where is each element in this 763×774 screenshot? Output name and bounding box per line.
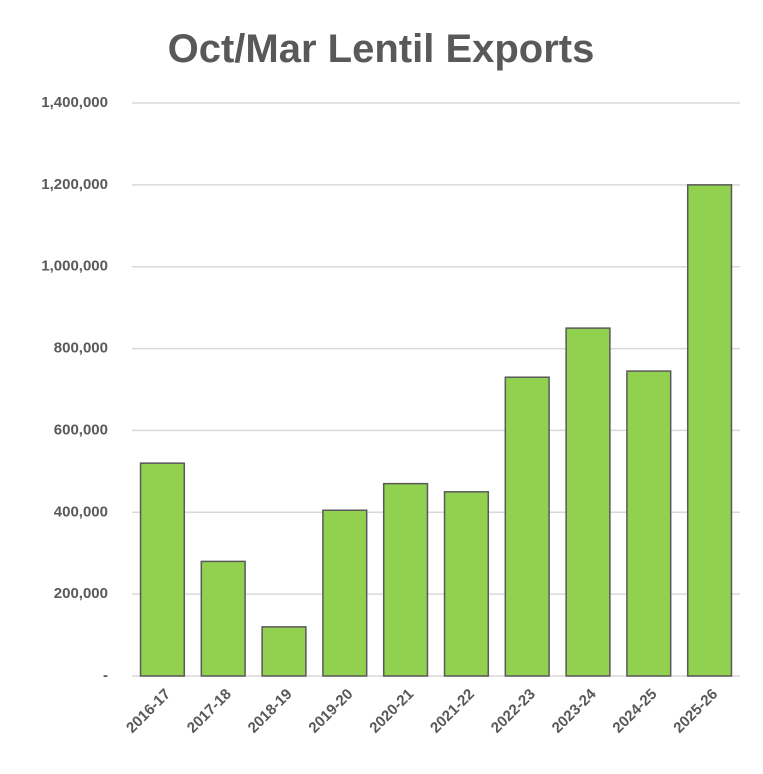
y-tick-label: 1,200,000 (41, 176, 108, 193)
y-tick-label: 400,000 (54, 503, 108, 520)
y-tick-label: 1,400,000 (41, 94, 108, 111)
x-tick-label: 2016-17 (123, 686, 174, 737)
bar (686, 184, 733, 677)
x-tick-label: 2022-23 (488, 686, 539, 737)
bar (443, 491, 490, 677)
y-tick-label: 600,000 (54, 421, 108, 438)
x-tick-label: 2017-18 (184, 686, 235, 737)
chart-title: Oct/Mar Lentil Exports (168, 27, 595, 71)
bar (322, 509, 368, 677)
x-tick-label: 2018-19 (245, 686, 296, 737)
bar (565, 327, 611, 677)
x-tick-label: 2025-26 (670, 686, 721, 737)
y-tick-label: 1,000,000 (41, 258, 108, 275)
bar (504, 376, 550, 677)
bar (200, 560, 246, 677)
bar (261, 626, 307, 677)
x-tick-label: 2019-20 (305, 686, 356, 737)
bar (626, 370, 672, 677)
y-tick-label: 800,000 (54, 340, 108, 357)
bar (139, 462, 186, 677)
bar (382, 482, 429, 677)
x-tick-label: 2020-21 (366, 686, 417, 737)
x-tick-label: 2023-24 (549, 685, 600, 736)
y-tick-label: - (103, 667, 108, 684)
x-tick-label: 2024-25 (609, 686, 660, 737)
x-tick-label: 2021-22 (427, 686, 478, 737)
y-tick-label: 200,000 (54, 585, 108, 602)
